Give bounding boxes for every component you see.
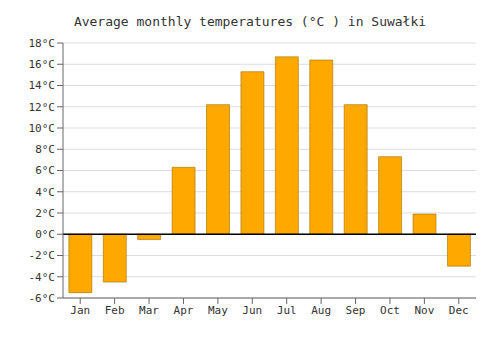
svg-text:14°C: 14°C xyxy=(29,79,56,92)
svg-text:0°C: 0°C xyxy=(35,228,55,241)
svg-text:12°C: 12°C xyxy=(29,101,56,114)
svg-text:May: May xyxy=(208,304,228,317)
svg-text:10°C: 10°C xyxy=(29,122,56,135)
svg-text:8°C: 8°C xyxy=(35,143,55,156)
svg-text:16°C: 16°C xyxy=(29,58,56,71)
svg-text:Mar: Mar xyxy=(139,304,159,317)
svg-text:Nov: Nov xyxy=(414,304,434,317)
svg-text:Feb: Feb xyxy=(105,304,125,317)
svg-text:Oct: Oct xyxy=(380,304,400,317)
svg-text:Sep: Sep xyxy=(346,304,366,317)
html-text:Average monthly temperatures (: Average monthly temperatures (°C ) in Su… xyxy=(73,14,427,29)
svg-text:Jun: Jun xyxy=(242,304,262,317)
svg-text:-2°C: -2°C xyxy=(29,249,56,262)
svg-text:4°C: 4°C xyxy=(35,186,55,199)
svg-text:Jan: Jan xyxy=(70,304,90,317)
svg-text:Dec: Dec xyxy=(449,304,469,317)
svg-text:Apr: Apr xyxy=(174,304,194,317)
svg-text:18°C: 18°C xyxy=(29,37,56,50)
svg-text:2°C: 2°C xyxy=(35,207,55,220)
svg-text:Jul: Jul xyxy=(277,304,297,317)
svg-text:6°C: 6°C xyxy=(35,164,55,177)
svg-text:-6°C: -6°C xyxy=(29,292,56,305)
svg-text:Aug: Aug xyxy=(311,304,331,317)
svg-text:-4°C: -4°C xyxy=(29,271,56,284)
